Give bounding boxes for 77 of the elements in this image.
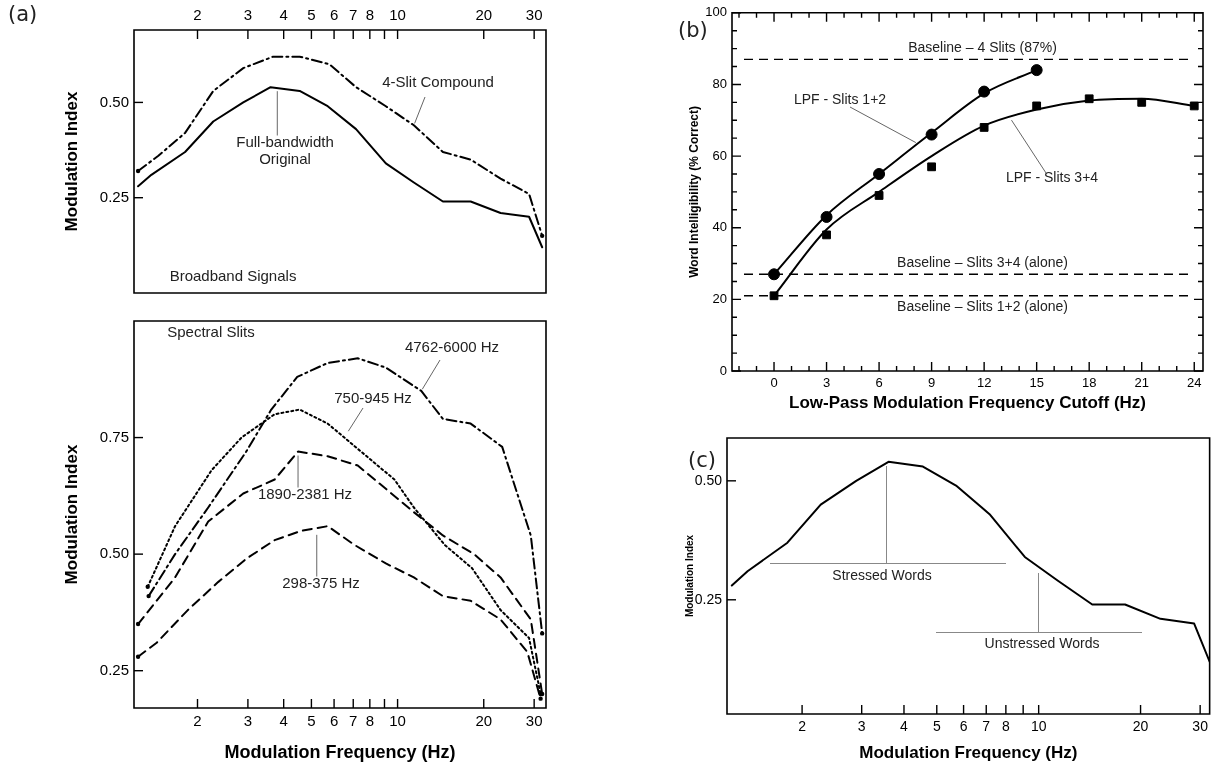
x-tick-label: 8: [365, 712, 375, 730]
x-tick-label: 6: [959, 718, 968, 735]
annotation: 1890-2381 Hz: [257, 485, 353, 503]
x-tick-label: 30: [525, 6, 543, 24]
x-tick-label: 3: [822, 375, 831, 391]
chart-title: (b): [678, 18, 708, 42]
text: (c): [688, 448, 716, 472]
x-tick-label: 4: [900, 718, 909, 735]
annotation: Broadband Signals: [169, 267, 297, 285]
x-tick-label: 18: [1081, 375, 1097, 391]
y-axis-title: Modulation Index: [683, 534, 695, 618]
x-tick-label: 24: [1187, 375, 1202, 391]
x-tick-label: 5: [307, 712, 316, 730]
annotation: Full-bandwidth Original: [236, 133, 334, 168]
annotation: 298-375 Hz: [282, 574, 360, 592]
x-tick-label: 6: [329, 6, 339, 24]
x-axis-title: Low-Pass Modulation Frequency Cutoff (Hz): [789, 393, 1146, 413]
x-tick-label: 21: [1134, 375, 1149, 391]
x-tick-label: 20: [475, 6, 493, 24]
ref-line-label: Baseline – Slits 3+4 (alone): [897, 254, 1068, 271]
x-tick-label: 4: [279, 6, 288, 24]
x-tick-label: 10: [389, 6, 406, 24]
y-tick-label: 40: [712, 219, 727, 235]
ref-line-label: Baseline – 4 Slits (87%): [908, 39, 1057, 56]
x-tick-label: 7: [982, 718, 991, 735]
x-tick-label: 10: [389, 712, 406, 730]
y-tick-label: 0.50: [694, 471, 723, 488]
y-tick-label: 0.25: [694, 590, 723, 607]
x-tick-label: 20: [475, 712, 493, 730]
x-tick-label: 3: [243, 712, 253, 730]
x-tick-label: 2: [798, 718, 807, 735]
annotation: LPF - Slits 1+2: [793, 90, 887, 107]
x-axis-title: Modulation Frequency (Hz): [859, 743, 1078, 763]
y-axis-title: Modulation Index: [61, 444, 81, 585]
x-tick-label: 2: [193, 712, 202, 730]
x-tick-label: 12: [976, 375, 992, 391]
x-tick-label: 3: [857, 718, 866, 735]
x-axis-title: Modulation Frequency (Hz): [224, 742, 456, 763]
annotation: LPF - Slits 3+4: [1005, 168, 1099, 185]
x-tick-label: 8: [1001, 718, 1010, 735]
x-tick-label: 10: [1030, 718, 1047, 735]
x-tick-label: 15: [1029, 375, 1044, 391]
y-tick-label: 0.50: [99, 544, 129, 562]
y-tick-label: 60: [712, 147, 727, 163]
x-tick-label: 7: [349, 6, 358, 24]
annotation: 4-Slit Compound: [382, 73, 494, 91]
annotation: Unstressed Words: [984, 634, 1100, 651]
x-tick-label: 8: [365, 6, 375, 24]
y-axis-title: Word Intelligibility (% Correct): [686, 106, 701, 278]
annotation: Stressed Words: [832, 566, 932, 583]
ref-line-label: Baseline – Slits 1+2 (alone): [897, 297, 1068, 314]
x-tick-label: 5: [932, 718, 941, 735]
annotation: 750-945 Hz: [334, 389, 412, 407]
x-tick-label: 4: [279, 712, 288, 730]
y-tick-label: 20: [712, 290, 727, 306]
y-tick-label: 100: [705, 4, 727, 20]
x-tick-label: 2: [193, 6, 202, 24]
y-tick-label: 0: [719, 362, 727, 378]
y-tick-label: 0.50: [99, 92, 129, 110]
x-tick-label: 30: [525, 712, 543, 730]
y-tick-label: 0.25: [99, 660, 129, 678]
y-axis-title: Modulation Index: [61, 91, 81, 232]
annotation: Spectral Slits: [167, 323, 255, 341]
x-tick-label: 30: [1192, 718, 1209, 735]
x-tick-label: 6: [875, 375, 883, 391]
chart-title: (a): [8, 2, 38, 26]
annotation: 4762-6000 Hz: [404, 338, 500, 356]
y-tick-label: 80: [712, 76, 727, 92]
y-tick-label: 0.25: [99, 187, 129, 205]
x-tick-label: 9: [927, 375, 936, 391]
x-tick-label: 20: [1132, 718, 1149, 735]
x-tick-label: 7: [349, 712, 358, 730]
x-tick-label: 5: [307, 6, 316, 24]
x-tick-label: 0: [770, 375, 778, 391]
x-tick-label: 3: [243, 6, 253, 24]
y-tick-label: 0.75: [99, 427, 129, 445]
x-tick-label: 6: [329, 712, 339, 730]
